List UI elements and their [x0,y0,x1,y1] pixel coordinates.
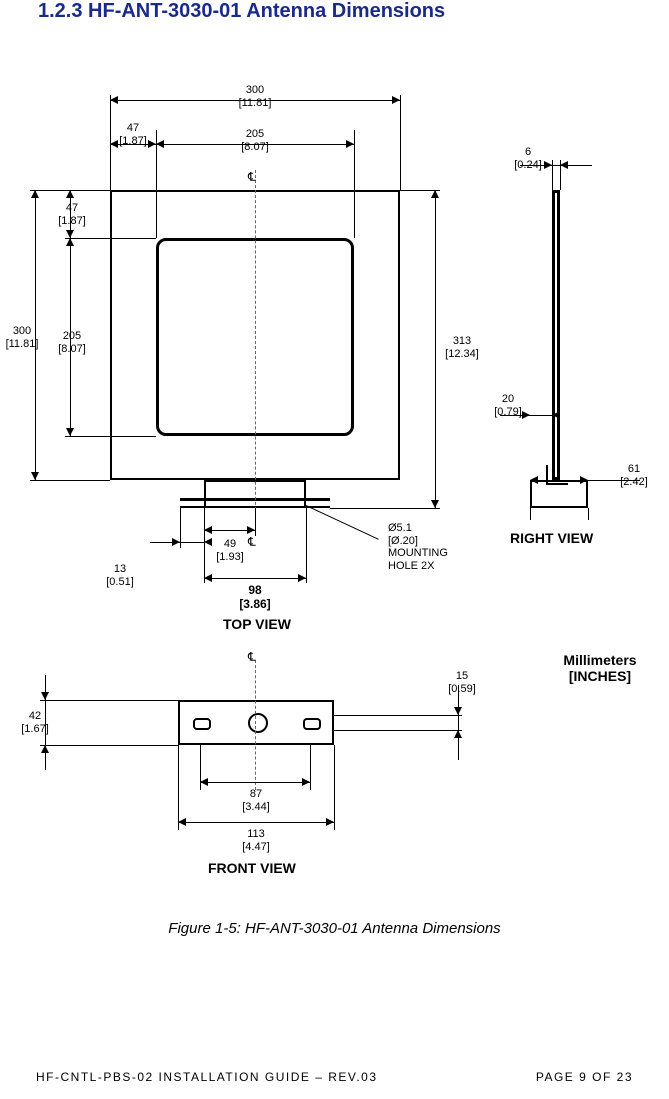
dim-in: [11.81] [239,97,272,109]
dim-mounting-hole: Ø5.1 [Ø.20] MOUNTING HOLE 2X [388,522,458,573]
dim-in: [0.24] [514,159,542,171]
section-heading: 1.2.3 HF-ANT-3030-01 Antenna Dimensions [38,0,445,23]
dim-47-left: 47 [1.87] [52,202,92,227]
dim-txt: HOLE 2X [388,560,434,572]
centerline-symbol: ℄ [248,170,256,184]
dim-in: [1.93] [216,551,244,563]
dimension-drawing: ℄ ℄ 300 [11.81] 47 [1.87] 205 [8.07] [10,70,660,900]
dim-in: [2.42] [620,476,648,488]
dim-in: [8.07] [241,141,269,153]
dim-mm: 42 [29,710,41,722]
dim-113: 113 [4.47] [236,828,276,853]
dim-mm: 205 [246,128,264,140]
dim-6: 6 [0.24] [508,146,548,171]
dim-in: [0.51] [106,576,134,588]
label-front-view: FRONT VIEW [208,860,296,876]
dim-mm: 20 [502,393,514,405]
dim-205-top: 205 [8.07] [233,128,277,153]
dim-300-left: 300 [11.81] [0,325,44,350]
dim-in: [12.34] [445,348,479,360]
figure-caption: Figure 1-5: HF-ANT-3030-01 Antenna Dimen… [0,920,669,937]
page-footer: HF-CNTL-PBS-02 INSTALLATION GUIDE – REV.… [0,1070,669,1084]
dim-49: 49 [1.93] [210,538,250,563]
dim-in: [1.87] [119,135,147,147]
dim-313: 313 [12.34] [440,335,484,360]
dim-205-left: 205 [8.07] [50,330,94,355]
dim-in: [4.47] [242,841,270,853]
dim-mm: 113 [247,828,265,840]
dim-mm: 313 [453,335,471,347]
dim-mm: 6 [525,146,531,158]
dim-in: [1.67] [21,723,49,735]
dim-in: [3.86] [239,597,270,611]
units-key-sub: [INCHES] [569,668,631,684]
dim-mm: 205 [63,330,81,342]
dim-txt: MOUNTING [388,547,448,559]
dim-47-top: 47 [1.87] [113,122,153,147]
dim-61: 61 [2.42] [612,463,656,488]
dim-42: 42 [1.67] [15,710,55,735]
dim-13: 13 [0.51] [100,563,140,588]
dim-mm: 47 [127,122,139,134]
dim-in: [0.59] [448,683,476,695]
dim-mm: 98 [248,583,261,597]
dim-87: 87 [3.44] [236,788,276,813]
dim-mm: 87 [250,788,262,800]
centerline-symbol: ℄ [248,650,256,664]
dim-98: 98 [3.86] [233,584,277,612]
dim-mm: 15 [456,670,468,682]
dim-dia: Ø5.1 [388,522,412,534]
dim-mm: 300 [13,325,31,337]
dim-in: [Ø.20] [388,535,418,547]
dim-mm: 61 [628,463,640,475]
footer-right: PAGE 9 OF 23 [536,1070,633,1084]
units-key-title: Millimeters [563,652,636,668]
dim-mm: 49 [224,538,236,550]
footer-left: HF-CNTL-PBS-02 INSTALLATION GUIDE – REV.… [36,1070,378,1084]
label-right-view: RIGHT VIEW [510,530,593,546]
label-top-view: TOP VIEW [223,616,291,632]
dim-in: [8.07] [58,343,86,355]
dim-in: [1.87] [58,215,86,227]
dim-mm: 47 [66,202,78,214]
dim-300-top: 300 [11.81] [235,84,275,109]
dim-mm: 300 [246,84,264,96]
dim-in: [0.79] [494,406,522,418]
units-key: Millimeters [INCHES] [550,652,650,684]
dim-15: 15 [0.59] [442,670,482,695]
dim-mm: 13 [114,563,126,575]
dim-in: [3.44] [242,801,270,813]
dim-in: [11.81] [6,338,39,350]
dim-20: 20 [0.79] [488,393,528,418]
